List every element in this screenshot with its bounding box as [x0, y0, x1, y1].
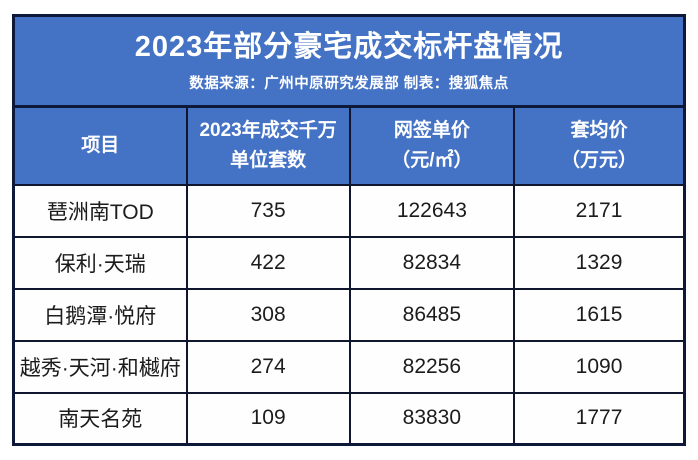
avg-price-cell: 2171	[513, 183, 686, 238]
unit-price-cell: 83830	[348, 391, 516, 446]
header-line: （元/㎡）	[391, 149, 473, 171]
page-title: 2023年部分豪宅成交标杆盘情况	[134, 31, 564, 63]
luxury-home-infographic: 2023年部分豪宅成交标杆盘情况 数据来源：广州中原研究发展部 制表：搜狐焦点 …	[12, 14, 686, 446]
avg-price-cell: 1777	[513, 391, 686, 446]
header-line: 套均价	[570, 120, 628, 142]
avg-price-cell: 1090	[513, 339, 686, 394]
table-row: 白鹅潭·悦府 308 86485 1615	[12, 287, 686, 342]
avg-price-cell: 1329	[513, 235, 686, 290]
data-source-note: 数据来源：广州中原研究发展部 制表：搜狐焦点	[189, 75, 509, 92]
project-cell: 保利·天瑞	[12, 235, 188, 290]
unit-price-cell: 82834	[348, 235, 516, 290]
unit-price-cell: 82256	[348, 339, 516, 394]
units-cell: 422	[185, 235, 351, 290]
project-cell: 琶洲南TOD	[12, 183, 188, 238]
project-cell: 白鹅潭·悦府	[12, 287, 188, 342]
project-cell: 南天名苑	[12, 391, 188, 446]
table-row: 琶洲南TOD 735 122643 2171	[12, 183, 686, 238]
table-row: 越秀·天河·和樾府 274 82256 1090	[12, 339, 686, 394]
benchmark-table: 项目 2023年成交千万 单位套数 网签单价 （元/㎡） 套均价 （万元） 琶洲…	[12, 105, 686, 446]
units-cell: 109	[185, 391, 351, 446]
project-cell: 越秀·天河·和樾府	[12, 339, 188, 394]
table-row: 南天名苑 109 83830 1777	[12, 391, 686, 446]
column-header-avg-price: 套均价 （万元）	[513, 105, 686, 186]
units-cell: 274	[185, 339, 351, 394]
unit-price-cell: 86485	[348, 287, 516, 342]
header-line: 项目	[81, 135, 120, 157]
unit-price-cell: 122643	[348, 183, 516, 238]
units-cell: 308	[185, 287, 351, 342]
units-cell: 735	[185, 183, 351, 238]
title-banner: 2023年部分豪宅成交标杆盘情况 数据来源：广州中原研究发展部 制表：搜狐焦点	[12, 14, 686, 105]
column-header-unit-price: 网签单价 （元/㎡）	[348, 105, 516, 186]
header-line: （万元）	[561, 149, 638, 171]
table-row: 保利·天瑞 422 82834 1329	[12, 235, 686, 290]
column-header-project: 项目	[12, 105, 188, 186]
avg-price-cell: 1615	[513, 287, 686, 342]
header-line: 网签单价	[393, 120, 470, 142]
table-header-row: 项目 2023年成交千万 单位套数 网签单价 （元/㎡） 套均价 （万元）	[12, 105, 686, 186]
column-header-units: 2023年成交千万 单位套数	[185, 105, 351, 186]
header-line: 2023年成交千万	[199, 120, 337, 142]
header-line: 单位套数	[230, 149, 307, 171]
